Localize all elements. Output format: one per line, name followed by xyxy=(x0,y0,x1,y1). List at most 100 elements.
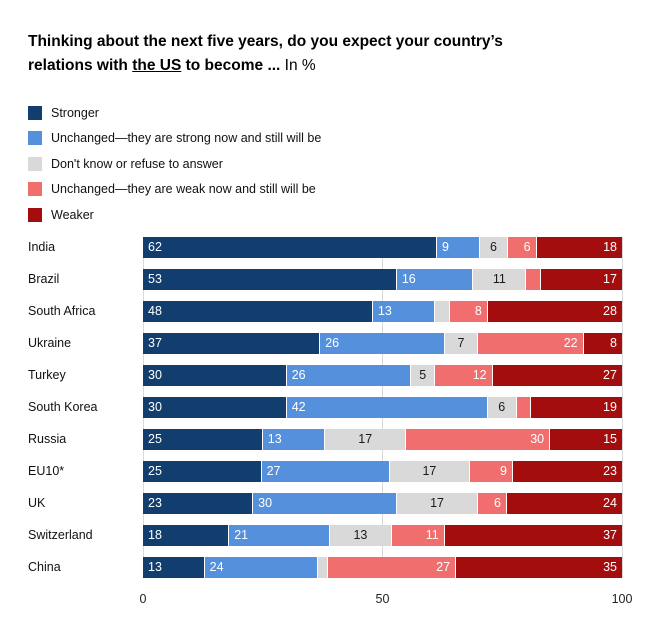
bar-segment-label: 7 xyxy=(457,335,465,350)
bar-segment-label: 17 xyxy=(358,431,373,446)
bar-segment-label: 17 xyxy=(430,495,444,510)
bar-segment: 26 xyxy=(286,364,412,386)
bar-segment: 27 xyxy=(327,556,457,578)
chart-row: Ukraine 37 26 7 22 8 xyxy=(28,332,622,354)
bar-segment: 17 xyxy=(540,268,622,290)
chart-row: UK 23 30 17 6 24 xyxy=(28,492,622,514)
row-label: China xyxy=(28,560,61,574)
bar-segment: 8 xyxy=(449,300,488,322)
bar-segment: 25 xyxy=(143,428,263,450)
chart-row: Turkey 30 26 5 12 27 xyxy=(28,364,622,386)
bar-segment-label: 35 xyxy=(603,559,617,574)
bar-segment-label: 16 xyxy=(401,271,416,286)
bar-segment-label: 27 xyxy=(266,463,281,478)
bar-segment xyxy=(516,396,531,418)
bar-track: 53 16 11 17 xyxy=(143,268,622,290)
legend-item: Unchanged—they are strong now and still … xyxy=(28,126,622,152)
row-label: South Africa xyxy=(28,304,96,318)
bar-segment: 48 xyxy=(143,300,373,322)
bar-segment: 18 xyxy=(536,236,622,258)
bar-segment-label: 8 xyxy=(474,303,482,318)
bar-segment: 7 xyxy=(444,332,479,354)
bar-segment-label: 17 xyxy=(422,463,437,478)
gridline xyxy=(621,236,623,578)
bar-segment-label: 62 xyxy=(148,239,162,254)
bar-track: 30 42 6 19 xyxy=(143,396,622,418)
row-label: UK xyxy=(28,496,46,510)
bar-segment: 25 xyxy=(143,460,262,482)
legend-label: Don't know or refuse to answer xyxy=(51,156,223,171)
bar-track: 48 13 8 28 xyxy=(143,300,622,322)
x-axis-tick-label: 50 xyxy=(375,591,390,606)
bar-segment-label: 9 xyxy=(442,239,449,254)
bar-segment-label: 26 xyxy=(325,335,340,350)
row-label: Ukraine xyxy=(28,336,72,350)
bar-segment-label: 22 xyxy=(563,335,578,350)
bar-segment-label: 30 xyxy=(258,495,273,510)
bar-segment: 13 xyxy=(262,428,326,450)
chart-row: EU10* 25 27 17 9 23 xyxy=(28,460,622,482)
bar-segment-label: 37 xyxy=(148,335,162,350)
bar-segment: 22 xyxy=(478,332,584,354)
bar-segment-label: 25 xyxy=(148,463,162,478)
bar-segment-label: 27 xyxy=(436,559,451,574)
chart-row: South Korea 30 42 6 19 xyxy=(28,396,622,418)
title-line2-pre: relations with xyxy=(28,57,133,74)
bar-segment: 9 xyxy=(470,460,513,482)
bar-segment-label: 30 xyxy=(530,431,545,446)
bar-segment xyxy=(435,300,450,322)
bar-segment: 24 xyxy=(204,556,319,578)
bar-segment-label: 11 xyxy=(425,527,439,542)
bar-segment-label: 25 xyxy=(148,431,162,446)
bar-segment-label: 23 xyxy=(603,463,617,478)
bar-segment-label: 19 xyxy=(603,399,617,414)
bar-segment: 16 xyxy=(396,268,474,290)
legend-label: Unchanged—they are weak now and still wi… xyxy=(51,182,316,197)
bar-segment-label: 8 xyxy=(610,335,617,350)
bar-track: 25 27 17 9 23 xyxy=(143,460,622,482)
row-label: Russia xyxy=(28,432,67,446)
legend-item: Unchanged—they are weak now and still wi… xyxy=(28,177,622,203)
bar-segment: 30 xyxy=(253,492,397,514)
bar-segment-label: 30 xyxy=(148,399,162,414)
bar-segment: 17 xyxy=(396,492,479,514)
bar-segment: 26 xyxy=(320,332,445,354)
bar-segment-label: 21 xyxy=(234,527,249,542)
bar-segment: 12 xyxy=(435,364,493,386)
bar-track: 13 24 27 35 xyxy=(143,556,622,578)
bar-segment-label: 28 xyxy=(603,303,617,318)
bar-segment: 23 xyxy=(143,492,254,514)
bar-segment: 21 xyxy=(229,524,330,546)
row-label: South Korea xyxy=(28,400,98,414)
legend-swatch-icon xyxy=(28,182,42,197)
bar-segment-label: 6 xyxy=(489,239,497,254)
bar-segment: 19 xyxy=(530,396,622,418)
legend-swatch-icon xyxy=(28,207,42,222)
chart-area: India 62 9 6 6 18 Brazil 53 16 11 17 South Africa 48… xyxy=(28,236,632,611)
bar-segment: 5 xyxy=(411,364,436,386)
bar-segment-label: 17 xyxy=(603,271,617,286)
bar-segment-label: 37 xyxy=(603,527,617,542)
bar-segment: 6 xyxy=(508,236,537,258)
bar-segment: 8 xyxy=(583,332,622,354)
bar-segment: 37 xyxy=(143,332,321,354)
bar-segment-label: 13 xyxy=(267,431,282,446)
legend-item: Weaker xyxy=(28,202,622,228)
bar-segment: 6 xyxy=(487,396,517,418)
title-underlined-the-us: the US xyxy=(132,57,182,74)
bar-segment-label: 23 xyxy=(148,495,162,510)
title-line1: Thinking about the next five years, do y… xyxy=(28,33,503,50)
chart-title: Thinking about the next five years, do y… xyxy=(28,30,622,78)
bar-segment-label: 42 xyxy=(291,399,306,414)
bar-segment-label: 24 xyxy=(209,559,224,574)
row-label: Turkey xyxy=(28,368,66,382)
legend-label: Weaker xyxy=(51,207,94,222)
chart-row: South Africa 48 13 8 28 xyxy=(28,300,622,322)
bar-segment-label: 13 xyxy=(148,559,162,574)
legend-swatch-icon xyxy=(28,156,42,171)
bar-segment: 42 xyxy=(286,396,488,418)
bar-segment: 13 xyxy=(372,300,436,322)
bar-segment: 6 xyxy=(478,492,507,514)
bar-segment-label: 30 xyxy=(148,367,162,382)
